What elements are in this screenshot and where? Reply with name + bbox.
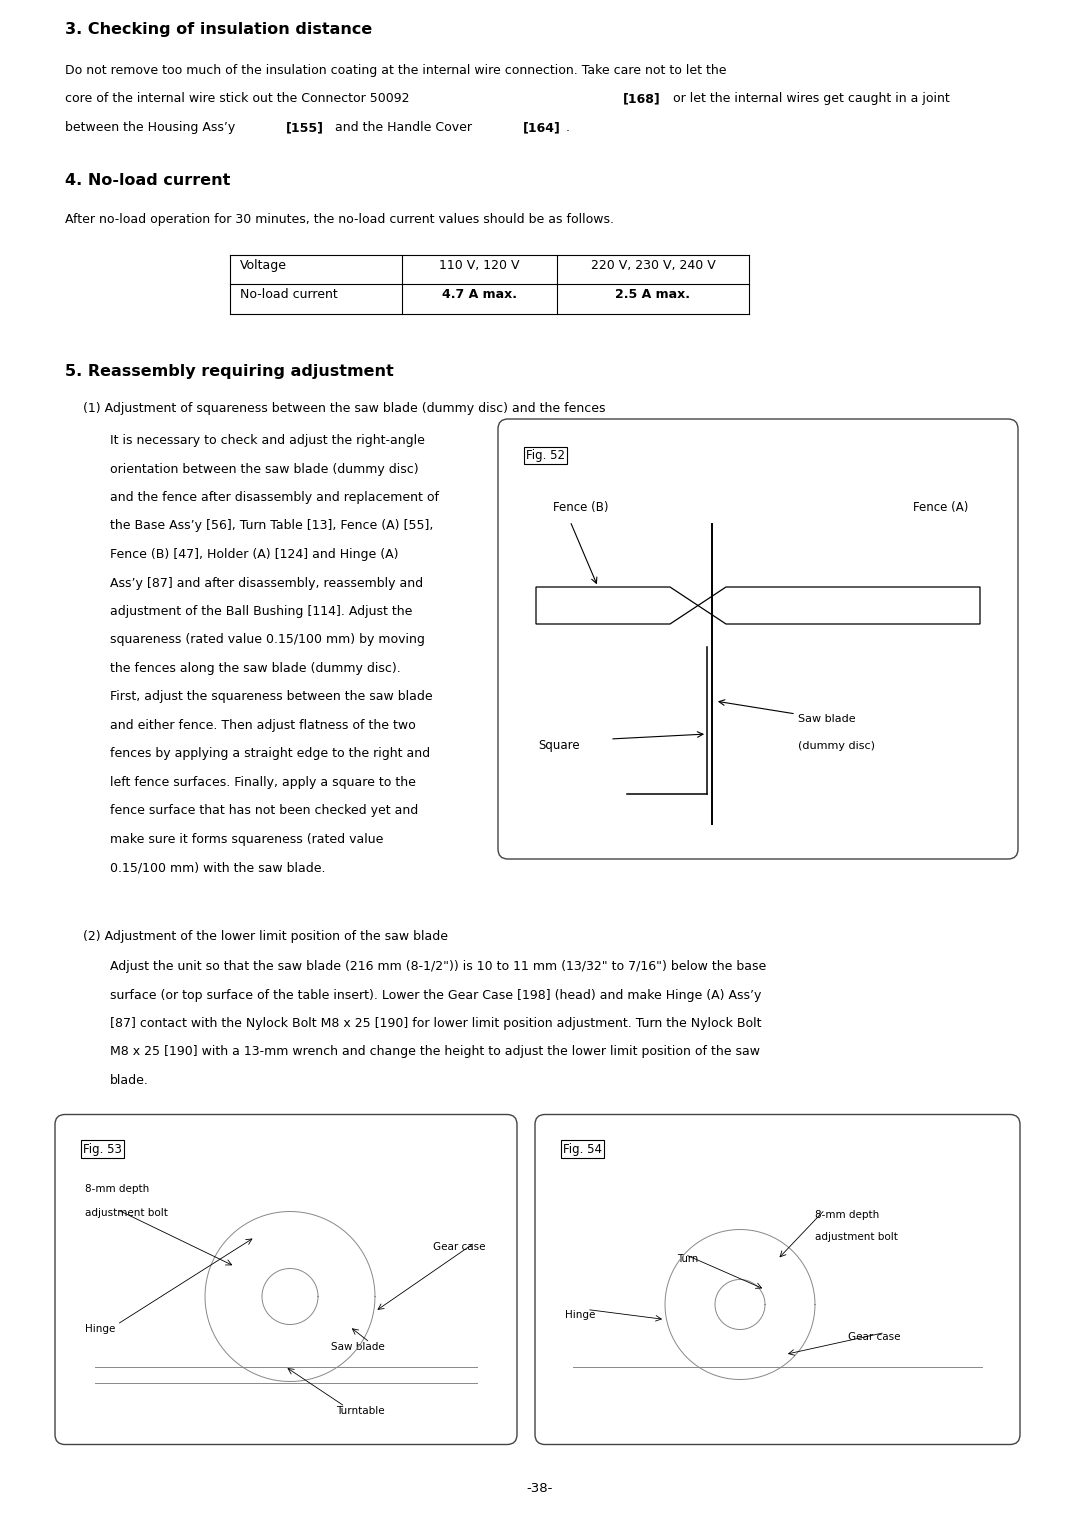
Text: (2) Adjustment of the lower limit position of the saw blade: (2) Adjustment of the lower limit positi…: [83, 930, 448, 944]
FancyBboxPatch shape: [535, 1115, 1020, 1445]
Text: M8 x 25 [190] with a 13-mm wrench and change the height to adjust the lower limi: M8 x 25 [190] with a 13-mm wrench and ch…: [110, 1046, 760, 1058]
Text: adjustment of the Ball Bushing [114]. Adjust the: adjustment of the Ball Bushing [114]. Ad…: [110, 605, 413, 618]
Text: adjustment bolt: adjustment bolt: [815, 1232, 897, 1243]
Text: [168]: [168]: [623, 93, 661, 105]
Text: 4. No-load current: 4. No-load current: [65, 173, 230, 188]
Text: It is necessary to check and adjust the right-angle: It is necessary to check and adjust the …: [110, 434, 424, 447]
Text: or let the internal wires get caught in a joint: or let the internal wires get caught in …: [669, 93, 949, 105]
Text: Saw blade: Saw blade: [798, 715, 855, 724]
Text: After no-load operation for 30 minutes, the no-load current values should be as : After no-load operation for 30 minutes, …: [65, 212, 615, 226]
Text: Hinge: Hinge: [85, 1324, 116, 1335]
Text: Gear case: Gear case: [432, 1243, 485, 1252]
Text: No-load current: No-load current: [240, 289, 338, 301]
Text: fence surface that has not been checked yet and: fence surface that has not been checked …: [110, 805, 418, 817]
Text: 5. Reassembly requiring adjustment: 5. Reassembly requiring adjustment: [65, 363, 394, 379]
Text: blade.: blade.: [110, 1073, 149, 1087]
Text: [155]: [155]: [286, 121, 324, 134]
Text: 4.7 A max.: 4.7 A max.: [442, 289, 517, 301]
Text: .: .: [566, 121, 570, 134]
Text: 3. Checking of insulation distance: 3. Checking of insulation distance: [65, 21, 373, 37]
Text: and either fence. Then adjust flatness of the two: and either fence. Then adjust flatness o…: [110, 719, 416, 731]
Text: Fence (A): Fence (A): [913, 501, 968, 515]
Text: the Base Ass’y [56], Turn Table [13], Fence (A) [55],: the Base Ass’y [56], Turn Table [13], Fe…: [110, 519, 433, 533]
Text: and the fence after disassembly and replacement of: and the fence after disassembly and repl…: [110, 492, 438, 504]
Text: Gear case: Gear case: [848, 1333, 900, 1342]
Text: Fig. 52: Fig. 52: [526, 449, 565, 463]
Text: 8-mm depth: 8-mm depth: [815, 1209, 879, 1220]
Text: left fence surfaces. Finally, apply a square to the: left fence surfaces. Finally, apply a sq…: [110, 776, 416, 789]
Text: make sure it forms squareness (rated value: make sure it forms squareness (rated val…: [110, 834, 383, 846]
Text: -38-: -38-: [527, 1483, 553, 1495]
Text: 8-mm depth: 8-mm depth: [85, 1185, 149, 1194]
Text: Fence (B) [47], Holder (A) [124] and Hinge (A): Fence (B) [47], Holder (A) [124] and Hin…: [110, 548, 399, 560]
Text: squareness (rated value 0.15/100 mm) by moving: squareness (rated value 0.15/100 mm) by …: [110, 634, 424, 646]
Text: Fig. 53: Fig. 53: [83, 1142, 122, 1156]
Text: orientation between the saw blade (dummy disc): orientation between the saw blade (dummy…: [110, 463, 419, 475]
Text: Saw blade: Saw blade: [332, 1342, 384, 1353]
Text: core of the internal wire stick out the Connector 50092: core of the internal wire stick out the …: [65, 93, 414, 105]
Text: 2.5 A max.: 2.5 A max.: [616, 289, 690, 301]
FancyBboxPatch shape: [498, 418, 1018, 860]
Text: Fence (B): Fence (B): [553, 501, 608, 515]
Polygon shape: [698, 586, 980, 625]
Text: Hinge: Hinge: [565, 1310, 595, 1319]
Text: (1) Adjustment of squareness between the saw blade (dummy disc) and the fences: (1) Adjustment of squareness between the…: [83, 402, 606, 415]
Text: (dummy disc): (dummy disc): [798, 741, 875, 751]
Text: adjustment bolt: adjustment bolt: [85, 1208, 167, 1217]
Text: between the Housing Ass’y: between the Housing Ass’y: [65, 121, 240, 134]
Text: Ass’y [87] and after disassembly, reassembly and: Ass’y [87] and after disassembly, reasse…: [110, 577, 423, 589]
Text: [87] contact with the Nylock Bolt M8 x 25 [190] for lower limit position adjustm: [87] contact with the Nylock Bolt M8 x 2…: [110, 1017, 761, 1031]
Text: Do not remove too much of the insulation coating at the internal wire connection: Do not remove too much of the insulation…: [65, 64, 727, 76]
Text: fences by applying a straight edge to the right and: fences by applying a straight edge to th…: [110, 748, 430, 760]
Text: [164]: [164]: [523, 121, 561, 134]
Text: 0.15/100 mm) with the saw blade.: 0.15/100 mm) with the saw blade.: [110, 861, 325, 875]
Text: the fences along the saw blade (dummy disc).: the fences along the saw blade (dummy di…: [110, 663, 401, 675]
Text: 220 V, 230 V, 240 V: 220 V, 230 V, 240 V: [591, 260, 715, 272]
Text: and the Handle Cover: and the Handle Cover: [330, 121, 476, 134]
FancyBboxPatch shape: [55, 1115, 517, 1445]
Text: 110 V, 120 V: 110 V, 120 V: [440, 260, 519, 272]
Text: surface (or top surface of the table insert). Lower the Gear Case [198] (head) a: surface (or top surface of the table ins…: [110, 988, 761, 1002]
Text: Square: Square: [538, 739, 580, 751]
Text: First, adjust the squareness between the saw blade: First, adjust the squareness between the…: [110, 690, 433, 704]
Polygon shape: [536, 586, 698, 625]
Text: Turn: Turn: [677, 1255, 699, 1264]
Text: Fig. 54: Fig. 54: [563, 1142, 602, 1156]
Text: Adjust the unit so that the saw blade (216 mm (8-1/2")) is 10 to 11 mm (13/32" t: Adjust the unit so that the saw blade (2…: [110, 960, 766, 973]
Text: Voltage: Voltage: [240, 260, 287, 272]
Text: Turntable: Turntable: [336, 1406, 384, 1417]
